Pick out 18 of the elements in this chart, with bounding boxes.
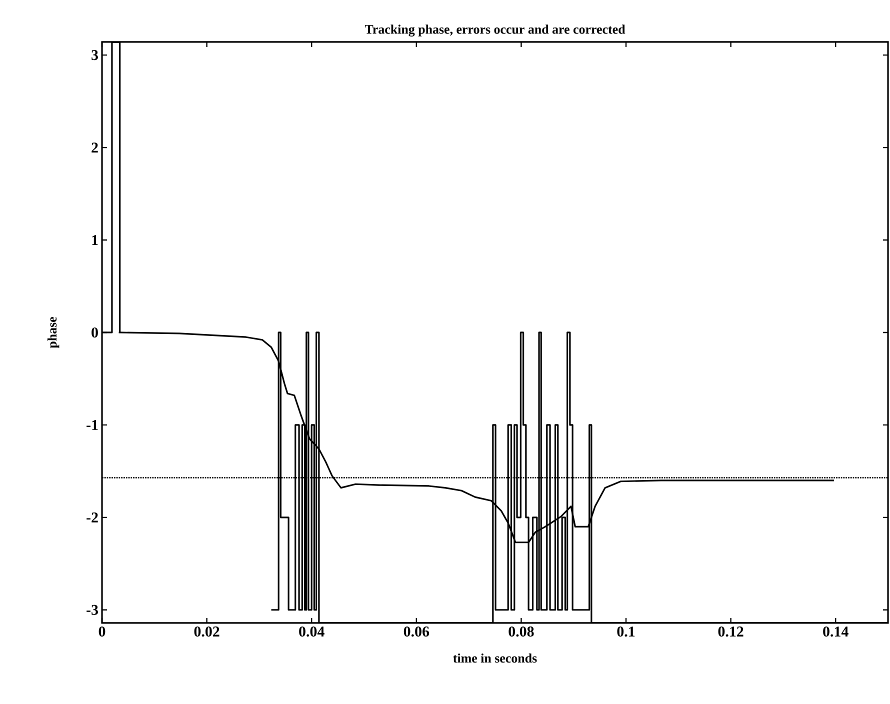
x-tick-label: 0.08 <box>508 626 534 637</box>
y-tick-label: -3 <box>86 604 98 615</box>
y-tick-label: -1 <box>86 420 98 430</box>
x-tick-label: 0.1 <box>617 626 635 637</box>
x-tick-label: 0.06 <box>404 626 430 637</box>
x-tick-label: 0.14 <box>823 626 848 637</box>
y-tick-label: 3 <box>92 50 98 60</box>
chart-title: Tracking phase, errors occur and are corrected <box>364 24 626 36</box>
x-tick-label: 0.12 <box>718 626 744 637</box>
y-axis-title: phase <box>47 316 60 348</box>
x-tick-label: 0.04 <box>299 626 324 637</box>
y-tick-label: -2 <box>86 512 98 522</box>
x-tick-label: 0 <box>98 626 106 637</box>
x-tick-label: 0.02 <box>194 626 220 637</box>
y-tick-label: 2 <box>92 142 98 152</box>
x-axis-title: time in seconds <box>453 653 537 663</box>
y-tick-label: 0 <box>92 327 98 338</box>
y-tick-label: 1 <box>92 235 98 245</box>
